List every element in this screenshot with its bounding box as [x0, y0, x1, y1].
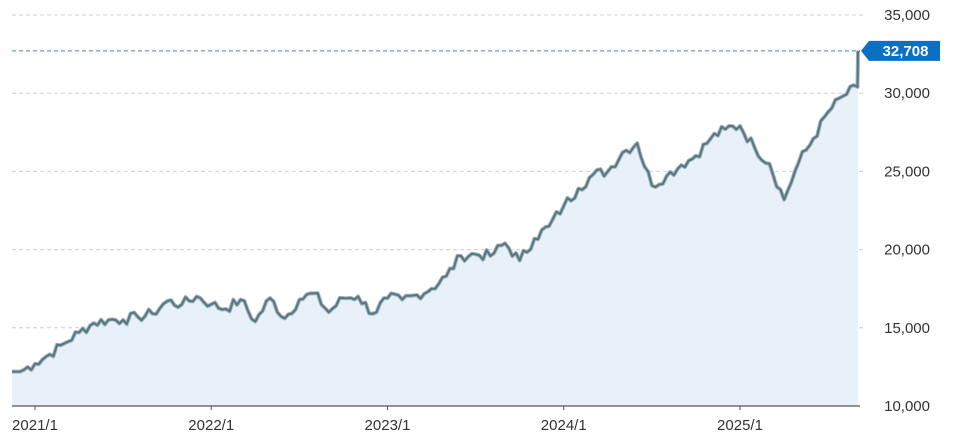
- y-tick-label: 30,000: [884, 85, 930, 102]
- x-tick-label: 2023/1: [365, 417, 411, 434]
- y-axis-ticks: 10,000 15,000 20,000 25,000 30,000 35,000: [884, 7, 930, 415]
- x-tick-label: 2021/1: [12, 417, 58, 434]
- x-axis-ticks: 2021/1 2022/1 2023/1 2024/1 2025/1: [12, 406, 763, 434]
- y-tick-label: 15,000: [884, 320, 930, 337]
- last-value-callout-background: [861, 40, 940, 61]
- x-tick-label: 2022/1: [188, 417, 234, 434]
- last-value-label: 32,708: [883, 43, 929, 60]
- series-line: [12, 50, 859, 373]
- y-tick-label: 25,000: [884, 163, 930, 180]
- y-tick-label: 10,000: [884, 398, 930, 415]
- y-tick-label: 20,000: [884, 242, 930, 259]
- x-tick-label: 2025/1: [717, 417, 763, 434]
- x-tick-label: 2024/1: [541, 417, 587, 434]
- y-tick-label: 35,000: [884, 7, 930, 24]
- last-value-callout: 32,708: [861, 40, 940, 61]
- series-area: [12, 50, 858, 407]
